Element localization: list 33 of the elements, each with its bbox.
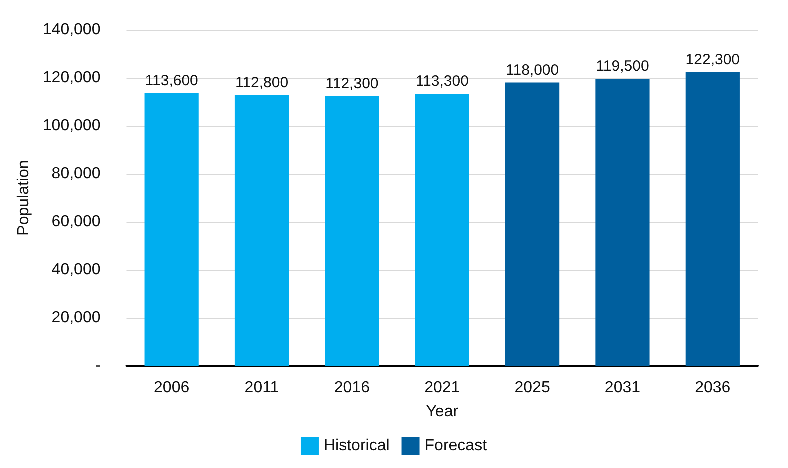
y-tick-label: 60,000 — [52, 214, 101, 230]
data-label: 113,300 — [416, 73, 469, 90]
x-tick-label: 2011 — [244, 380, 280, 396]
y-axis-title: Population — [16, 160, 32, 236]
y-tick-label: - — [95, 358, 101, 374]
bar — [144, 93, 199, 366]
bar — [505, 82, 560, 366]
x-tick-label: 2025 — [514, 380, 550, 396]
x-tick-label: 2031 — [604, 380, 641, 396]
y-tick-label: 40,000 — [52, 262, 101, 278]
x-tick-label: 2016 — [334, 380, 370, 396]
data-label: 119,500 — [596, 58, 650, 76]
x-tick-label: 2006 — [154, 380, 190, 396]
data-label: 112,800 — [235, 74, 289, 92]
y-tick-label: 120,000 — [42, 70, 101, 86]
bar — [686, 72, 740, 366]
legend-label: Historical — [324, 438, 390, 454]
data-label: 118,000 — [506, 62, 560, 79]
x-tick-label: 2036 — [695, 380, 731, 396]
legend-label: Forecast — [424, 438, 488, 454]
bar — [234, 95, 290, 366]
data-label: 112,300 — [326, 75, 379, 92]
data-label: 122,300 — [686, 51, 740, 68]
bar — [325, 96, 380, 366]
bar — [415, 94, 470, 366]
y-tick-label: 80,000 — [52, 166, 101, 182]
bar — [596, 79, 650, 366]
y-tick-label: 140,000 — [42, 22, 101, 38]
x-tick-label: 2021 — [424, 380, 460, 396]
x-axis-title: Year — [426, 404, 460, 420]
y-tick-label: 100,000 — [42, 118, 101, 134]
y-tick-label: 20,000 — [52, 310, 101, 326]
data-label: 113,600 — [145, 72, 198, 90]
